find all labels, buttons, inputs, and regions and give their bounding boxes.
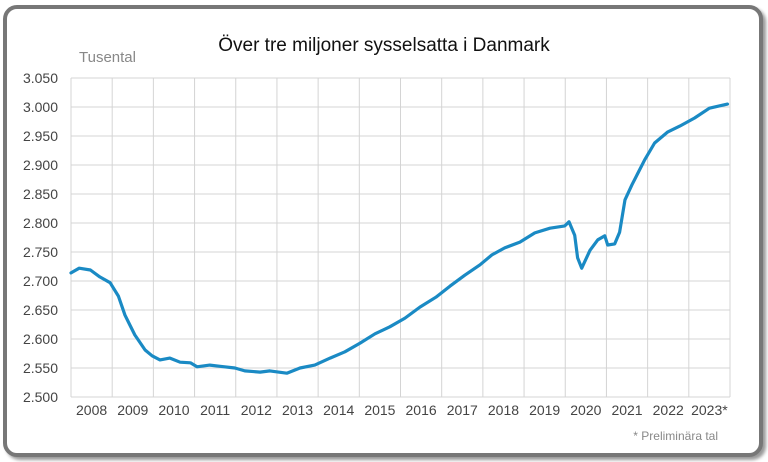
y-tick-label: 2.550 — [23, 360, 58, 376]
x-tick-label: 2023* — [691, 402, 728, 418]
footnote: * Preliminära tal — [633, 429, 718, 443]
y-tick-label: 2.600 — [23, 331, 58, 347]
x-tick-label: 2010 — [158, 402, 189, 418]
y-tick-label: 2.650 — [23, 302, 58, 318]
y-tick-label: 3.050 — [23, 70, 58, 86]
x-tick-label: 2014 — [323, 402, 354, 418]
y-axis-unit-label: Tusental — [79, 49, 136, 66]
x-tick-label: 2018 — [488, 402, 519, 418]
y-tick-label: 2.950 — [23, 128, 58, 144]
x-tick-label: 2020 — [570, 402, 601, 418]
y-tick-label: 2.700 — [23, 273, 58, 289]
x-tick-label: 2013 — [282, 402, 313, 418]
x-tick-label: 2017 — [447, 402, 478, 418]
y-tick-label: 3.000 — [23, 99, 58, 115]
x-tick-label: 2016 — [406, 402, 437, 418]
x-tick-label: 2011 — [200, 402, 230, 418]
y-tick-label: 2.750 — [23, 244, 58, 260]
y-tick-label: 2.900 — [23, 157, 58, 173]
x-tick-label: 2008 — [76, 402, 107, 418]
y-tick-label: 2.500 — [23, 389, 58, 405]
x-tick-label: 2019 — [529, 402, 560, 418]
x-tick-label: 2012 — [241, 402, 272, 418]
employment-series-line — [69, 102, 730, 375]
x-tick-label: 2015 — [364, 402, 395, 418]
y-tick-label: 2.800 — [23, 215, 58, 231]
chart-frame — [3, 5, 763, 457]
x-tick-label: 2009 — [117, 402, 148, 418]
y-tick-label: 2.850 — [23, 186, 58, 202]
x-tick-label: 2021 — [611, 402, 642, 418]
chart-title: Över tre miljoner sysselsatta i Danmark — [218, 35, 550, 56]
x-tick-label: 2022 — [653, 402, 684, 418]
